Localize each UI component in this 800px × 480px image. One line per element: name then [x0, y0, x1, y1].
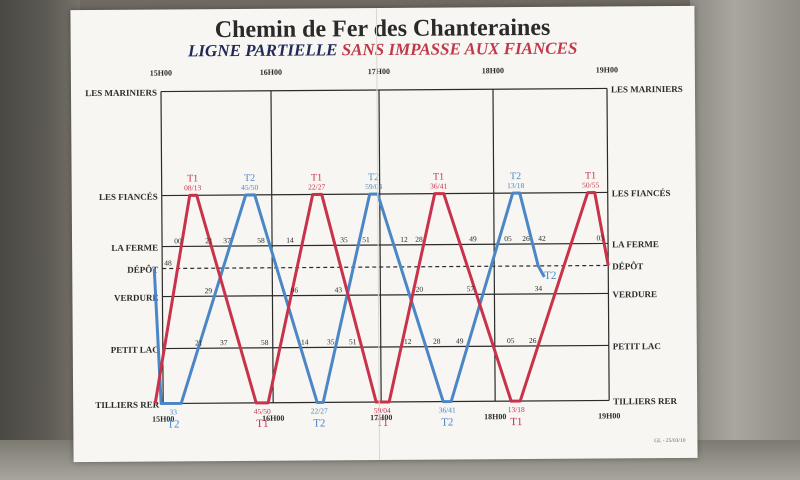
- peak-time-label: 36/41: [430, 182, 447, 191]
- peak-train-label: T1: [433, 172, 444, 183]
- hour-label-top: 17H00: [368, 67, 390, 76]
- station-label-right: LES MARINIERS: [611, 84, 683, 95]
- peak-train-label: T2: [368, 172, 379, 183]
- station-label-left: LES FIANCÉS: [99, 192, 158, 202]
- station-line: [162, 344, 609, 350]
- hour-label-top: 19H00: [596, 65, 618, 74]
- lac-minute-label: 12: [404, 337, 412, 346]
- hour-label-bottom: 17H00: [370, 413, 392, 422]
- peak-train-label: T1: [585, 171, 596, 182]
- ferme-minute-label: 05: [504, 234, 512, 243]
- valley-time-label: 36/41: [439, 406, 456, 415]
- train-t1-path: [153, 191, 610, 405]
- valley-train-label: T1: [376, 417, 388, 429]
- peak-train-label: T2: [510, 171, 521, 182]
- station-line: [160, 87, 607, 93]
- paper-fold: [375, 8, 381, 461]
- depot-minute-left: 48: [164, 258, 172, 267]
- ferme-minute-label: 26: [522, 234, 530, 243]
- lac-minute-label: 51: [349, 337, 357, 346]
- hour-gridline: [378, 90, 382, 403]
- depot-dashed-line: [162, 264, 609, 270]
- depot-train-label: T2: [544, 270, 556, 282]
- ferme-minute-label: 51: [362, 235, 370, 244]
- hour-label-bottom: 19H00: [598, 411, 620, 420]
- lac-minute-label: 05: [507, 336, 515, 345]
- ferme-minute-label: 28: [415, 235, 423, 244]
- hour-label-bottom: 15H00: [152, 414, 174, 423]
- lac-minute-label: 35: [327, 337, 335, 346]
- valley-train-label: T2: [441, 417, 453, 429]
- peak-train-label: T2: [244, 173, 255, 184]
- valley-time-label: 22/27: [311, 406, 328, 415]
- lac-minute-label: 37: [220, 338, 228, 347]
- ferme-minute-label: 14: [286, 236, 294, 245]
- hour-label-top: 16H00: [260, 68, 282, 77]
- ferme-minute-label: 42: [538, 234, 546, 243]
- ferme-minute-label: 58: [257, 236, 265, 245]
- verdure-minute-label: 29: [205, 286, 213, 295]
- station-label-left: LA FERME: [111, 243, 158, 253]
- ferme-minute-label: 35: [340, 235, 348, 244]
- station-label-left: PETIT LAC: [111, 345, 159, 355]
- background-wall-right: [690, 0, 800, 480]
- hour-label-bottom: 16H00: [262, 414, 284, 423]
- lac-minute-label: 49: [456, 336, 464, 345]
- peak-train-label: T1: [187, 173, 198, 184]
- valley-train-label: T2: [313, 417, 325, 429]
- footnote: GL - 25/03/10: [654, 438, 686, 444]
- verdure-minute-label: 43: [335, 285, 343, 294]
- ferme-minute-label: 49: [469, 234, 477, 243]
- station-label-left: LES MARINIERS: [85, 88, 157, 99]
- lac-minute-label: 26: [529, 336, 537, 345]
- hour-gridline: [270, 90, 274, 403]
- peak-time-label: 45/50: [241, 183, 258, 192]
- valley-time-label: 13/18: [508, 405, 525, 414]
- station-line: [162, 292, 609, 298]
- train-t2-path: [152, 191, 546, 406]
- depot-minute-right: 03: [597, 233, 605, 242]
- verdure-minute-label: 20: [416, 285, 424, 294]
- station-label-right: PETIT LAC: [613, 341, 661, 351]
- station-label-right: TILLIERS RER: [613, 396, 677, 406]
- lac-minute-label: 21: [195, 338, 203, 347]
- ferme-minute-label: 21: [205, 236, 213, 245]
- ferme-minute-label: 12: [400, 235, 408, 244]
- background-wall-left: [0, 0, 80, 480]
- verdure-minute-label: 34: [535, 284, 543, 293]
- ferme-minute-label: 00: [174, 236, 182, 245]
- station-label-left: TILLIERS RER: [95, 400, 159, 410]
- station-label-right: LES FIANCÉS: [612, 188, 671, 198]
- station-label-right: VERDURE: [612, 289, 657, 299]
- hour-label-top: 18H00: [482, 66, 504, 75]
- peak-time-label: 13/18: [507, 181, 524, 190]
- station-label-left: DÉPÔT: [127, 265, 158, 275]
- valley-train-label: T2: [167, 418, 179, 430]
- valley-train-label: T1: [510, 416, 522, 428]
- peak-train-label: T1: [311, 172, 322, 183]
- station-label-left: VERDURE: [114, 293, 159, 303]
- verdure-minute-label: 06: [291, 286, 299, 295]
- station-line: [161, 191, 608, 197]
- valley-time-label: 45/50: [254, 407, 271, 416]
- hour-label-bottom: 18H00: [484, 412, 506, 421]
- lac-minute-label: 58: [261, 338, 269, 347]
- hour-gridline: [606, 88, 610, 401]
- valley-train-label: T1: [256, 418, 268, 430]
- peak-time-label: 59/04: [365, 182, 382, 191]
- valley-time-label: 59/04: [374, 406, 391, 415]
- verdure-minute-label: 57: [467, 284, 475, 293]
- peak-time-label: 22/27: [308, 182, 325, 191]
- hour-label-top: 15H00: [150, 68, 172, 77]
- lac-minute-label: 14: [301, 338, 309, 347]
- peak-time-label: 50/55: [582, 180, 599, 189]
- station-label-right: DÉPÔT: [612, 261, 643, 271]
- peak-time-label: 08/13: [184, 183, 201, 192]
- timetable-paper: Chemin de Fer des Chanteraines LIGNE PAR…: [70, 5, 698, 463]
- valley-time-label: 33: [169, 407, 177, 416]
- ferme-minute-label: 37: [223, 236, 231, 245]
- timetable-graph: LES MARINIERS LES MARINIERS LES FIANCÉS LES…: [85, 8, 686, 461]
- station-label-right: LA FERME: [612, 239, 659, 249]
- lac-minute-label: 28: [433, 337, 441, 346]
